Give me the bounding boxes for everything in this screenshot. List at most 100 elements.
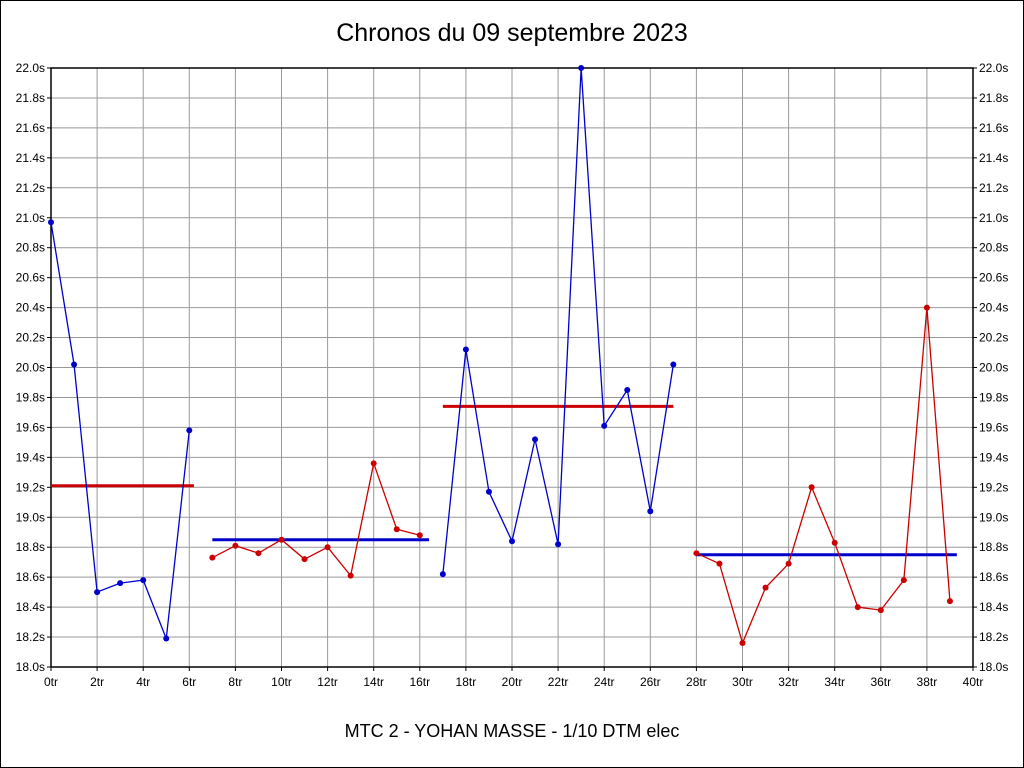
data-point-run-1-blue	[48, 219, 54, 226]
svg-text:12tr: 12tr	[317, 675, 338, 689]
svg-text:8tr: 8tr	[228, 675, 242, 689]
data-point-run-2-red	[347, 572, 354, 579]
data-point-run-3-blue	[670, 361, 677, 368]
svg-text:6tr: 6tr	[182, 675, 196, 689]
svg-text:4tr: 4tr	[136, 675, 150, 689]
data-point-run-2-red	[209, 554, 216, 561]
data-point-run-1-blue	[94, 589, 101, 596]
svg-text:20.8s: 20.8s	[979, 241, 1008, 255]
data-point-run-3-blue	[647, 508, 654, 515]
data-point-run-4-red	[877, 607, 884, 614]
svg-text:34tr: 34tr	[824, 675, 845, 689]
data-point-run-2-red	[232, 542, 239, 549]
data-point-run-4-red	[785, 560, 792, 567]
svg-text:18.0s: 18.0s	[979, 660, 1008, 674]
svg-text:32tr: 32tr	[778, 675, 799, 689]
svg-text:21.8s: 21.8s	[16, 91, 45, 105]
data-point-run-1-blue	[186, 427, 193, 434]
data-point-run-4-red	[854, 604, 861, 611]
data-point-run-3-blue	[485, 488, 492, 495]
data-point-run-2-red	[301, 556, 308, 563]
data-point-run-4-red	[831, 539, 838, 546]
data-point-run-3-blue	[578, 65, 585, 71]
svg-text:19.0s: 19.0s	[979, 510, 1008, 524]
series-line-run-2-red	[212, 460, 420, 578]
svg-text:19.8s: 19.8s	[979, 390, 1008, 404]
data-point-run-4-red	[693, 550, 700, 557]
data-point-run-3-blue	[509, 538, 515, 545]
svg-text:19.6s: 19.6s	[16, 420, 45, 434]
svg-text:18.2s: 18.2s	[979, 630, 1008, 644]
data-point-run-2-red	[370, 460, 377, 467]
svg-text:2tr: 2tr	[90, 675, 104, 689]
svg-text:21.8s: 21.8s	[979, 91, 1008, 105]
svg-text:10tr: 10tr	[271, 675, 292, 689]
svg-text:18.8s: 18.8s	[979, 540, 1008, 554]
svg-text:18.4s: 18.4s	[16, 600, 45, 614]
svg-text:0tr: 0tr	[44, 675, 58, 689]
data-point-run-3-blue	[462, 346, 469, 353]
data-point-run-4-red	[923, 304, 930, 311]
svg-text:21.2s: 21.2s	[979, 181, 1008, 195]
svg-text:20tr: 20tr	[502, 675, 523, 689]
svg-text:26tr: 26tr	[640, 675, 661, 689]
data-point-run-4-red	[946, 598, 953, 605]
svg-text:40tr: 40tr	[963, 675, 984, 689]
svg-text:19.8s: 19.8s	[16, 390, 45, 404]
svg-text:14tr: 14tr	[363, 675, 384, 689]
data-point-run-3-blue	[555, 541, 562, 548]
data-point-run-2-red	[393, 526, 400, 533]
svg-text:20.4s: 20.4s	[16, 301, 45, 315]
series-line-run-4-red	[696, 307, 951, 645]
svg-text:21.0s: 21.0s	[16, 211, 45, 225]
svg-text:22tr: 22tr	[548, 675, 569, 689]
svg-text:18tr: 18tr	[456, 675, 477, 689]
data-point-run-3-blue	[532, 436, 539, 443]
svg-text:20.6s: 20.6s	[16, 271, 45, 285]
svg-text:19.4s: 19.4s	[979, 450, 1008, 464]
svg-text:21.4s: 21.4s	[979, 151, 1008, 165]
svg-text:18.4s: 18.4s	[979, 600, 1008, 614]
data-point-run-2-red	[416, 532, 423, 539]
svg-text:19.6s: 19.6s	[979, 420, 1008, 434]
data-point-run-2-red	[278, 536, 285, 543]
svg-text:20.8s: 20.8s	[16, 241, 45, 255]
svg-text:20.6s: 20.6s	[979, 271, 1008, 285]
data-point-run-4-red	[900, 577, 907, 584]
svg-text:21.4s: 21.4s	[16, 151, 45, 165]
svg-text:18.8s: 18.8s	[16, 540, 45, 554]
svg-text:30tr: 30tr	[732, 675, 753, 689]
data-point-run-1-blue	[140, 577, 147, 584]
svg-text:21.0s: 21.0s	[979, 211, 1008, 225]
svg-text:20.2s: 20.2s	[979, 331, 1008, 345]
svg-text:36tr: 36tr	[870, 675, 891, 689]
svg-text:18.2s: 18.2s	[16, 630, 45, 644]
svg-text:38tr: 38tr	[917, 675, 938, 689]
svg-text:22.0s: 22.0s	[16, 61, 45, 75]
data-point-run-2-red	[255, 550, 262, 557]
svg-text:20.4s: 20.4s	[979, 301, 1008, 315]
data-point-run-2-red	[324, 544, 331, 551]
data-point-run-4-red	[808, 484, 815, 491]
data-point-run-1-blue	[71, 361, 78, 368]
data-point-run-3-blue	[601, 422, 608, 429]
svg-text:20.2s: 20.2s	[16, 331, 45, 345]
series-line-run-1-blue	[50, 222, 190, 639]
chart-title: Chronos du 09 septembre 2023	[336, 19, 688, 47]
svg-text:20.0s: 20.0s	[16, 361, 45, 375]
svg-text:20.0s: 20.0s	[979, 361, 1008, 375]
chart-footer: MTC 2 - YOHAN MASSE - 1/10 DTM elec	[344, 721, 680, 741]
svg-text:22.0s: 22.0s	[979, 61, 1008, 75]
data-point-run-1-blue	[117, 580, 124, 587]
data-point-run-4-red	[762, 584, 769, 591]
svg-text:28tr: 28tr	[686, 675, 707, 689]
svg-text:16tr: 16tr	[409, 675, 430, 689]
data-point-run-3-blue	[624, 386, 631, 393]
svg-text:21.6s: 21.6s	[979, 121, 1008, 135]
svg-text:18.0s: 18.0s	[16, 660, 45, 674]
svg-text:18.6s: 18.6s	[979, 570, 1008, 584]
svg-text:24tr: 24tr	[594, 675, 615, 689]
data-point-run-4-red	[716, 560, 723, 567]
svg-text:19.2s: 19.2s	[979, 480, 1008, 494]
